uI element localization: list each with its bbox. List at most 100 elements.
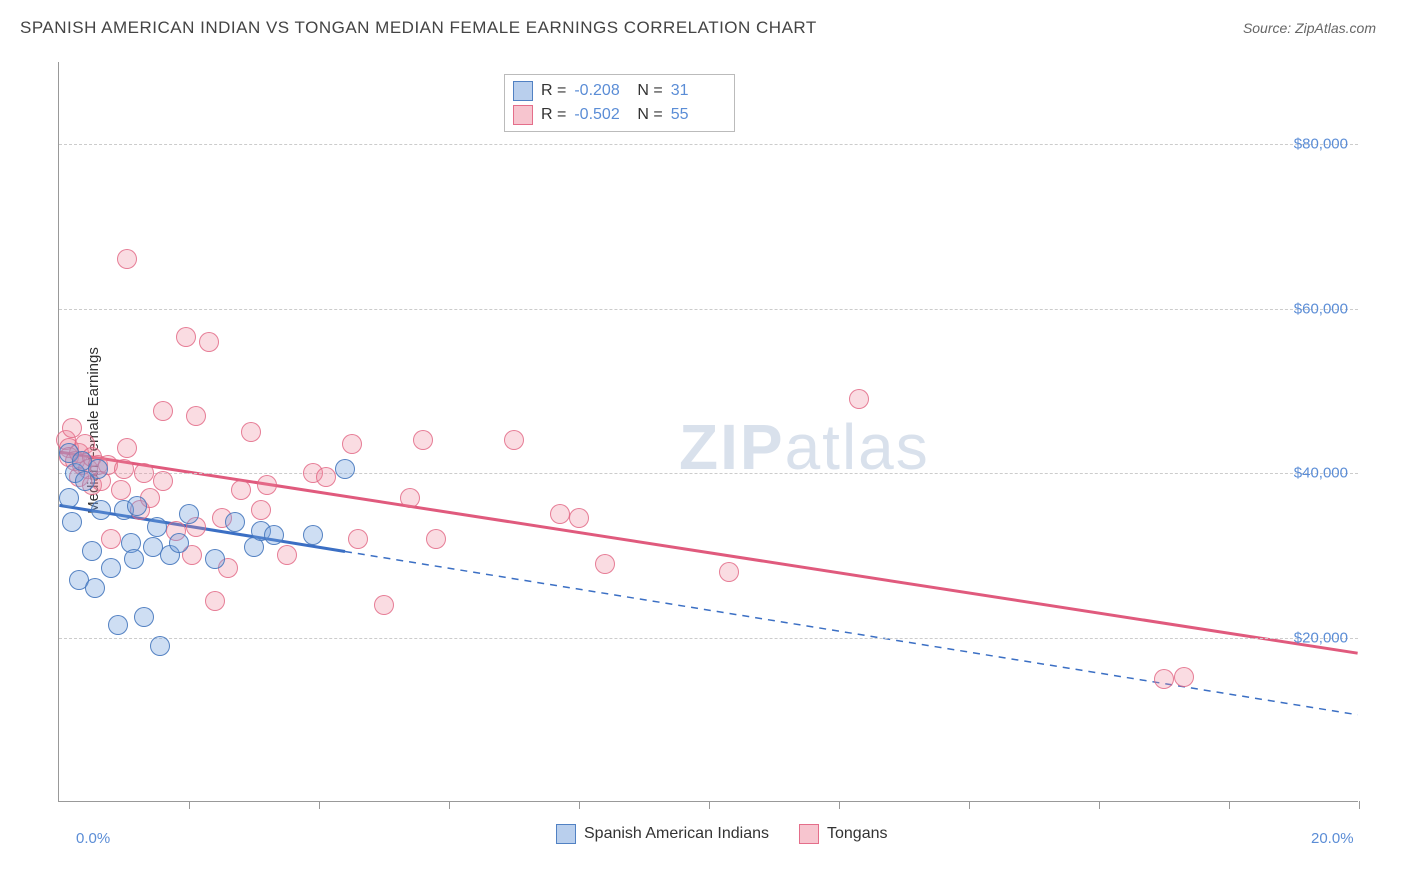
- data-point-pink: [342, 434, 362, 454]
- data-point-pink: [348, 529, 368, 549]
- legend-swatch-blue: [513, 81, 533, 101]
- x-tick: [709, 801, 710, 809]
- grid-line: [59, 309, 1358, 310]
- data-point-blue: [82, 541, 102, 561]
- data-point-blue: [124, 549, 144, 569]
- x-tick: [449, 801, 450, 809]
- data-point-blue: [127, 496, 147, 516]
- data-point-blue: [205, 549, 225, 569]
- y-tick-label: $80,000: [1294, 136, 1348, 153]
- data-point-blue: [335, 459, 355, 479]
- data-point-blue: [101, 558, 121, 578]
- y-tick-label: $40,000: [1294, 465, 1348, 482]
- n-value: 55: [671, 103, 726, 127]
- data-point-pink: [277, 545, 297, 565]
- stats-row-pink: R = -0.502 N = 55: [513, 103, 726, 127]
- data-point-pink: [400, 488, 420, 508]
- data-point-pink: [134, 463, 154, 483]
- data-point-blue: [85, 578, 105, 598]
- n-value: 31: [671, 79, 726, 103]
- data-point-pink: [1154, 669, 1174, 689]
- data-point-blue: [169, 533, 189, 553]
- data-point-pink: [111, 480, 131, 500]
- data-point-pink: [117, 249, 137, 269]
- legend-label: Spanish American Indians: [584, 825, 769, 843]
- grid-line: [59, 144, 1358, 145]
- legend-label: Tongans: [827, 825, 888, 843]
- x-tick: [839, 801, 840, 809]
- n-label: N =: [637, 79, 662, 103]
- chart-header: SPANISH AMERICAN INDIAN VS TONGAN MEDIAN…: [0, 0, 1406, 46]
- data-point-pink: [153, 471, 173, 491]
- data-point-pink: [205, 591, 225, 611]
- plot-area: ZIPatlas R =-0.208N =31R =-0.502N =55 $2…: [58, 62, 1358, 802]
- data-point-blue: [91, 500, 111, 520]
- stats-row-blue: R = -0.208 N = 31: [513, 79, 726, 103]
- data-point-blue: [150, 636, 170, 656]
- y-tick-label: $60,000: [1294, 300, 1348, 317]
- grid-line: [59, 473, 1358, 474]
- data-point-pink: [241, 422, 261, 442]
- x-tick: [1099, 801, 1100, 809]
- data-point-pink: [316, 467, 336, 487]
- r-label: R =: [541, 79, 566, 103]
- chart-title: SPANISH AMERICAN INDIAN VS TONGAN MEDIAN…: [20, 18, 817, 38]
- grid-line: [59, 638, 1358, 639]
- data-point-pink: [251, 500, 271, 520]
- x-axis-right-label: 20.0%: [1311, 830, 1354, 847]
- bottom-legend: Spanish American Indians Tongans: [556, 824, 888, 844]
- data-point-pink: [426, 529, 446, 549]
- data-point-pink: [550, 504, 570, 524]
- data-point-pink: [257, 475, 277, 495]
- x-tick: [1359, 801, 1360, 809]
- data-point-pink: [114, 459, 134, 479]
- x-tick: [1229, 801, 1230, 809]
- data-point-pink: [719, 562, 739, 582]
- data-point-pink: [199, 332, 219, 352]
- x-axis-left-label: 0.0%: [76, 830, 110, 847]
- r-label: R =: [541, 103, 566, 127]
- data-point-blue: [88, 459, 108, 479]
- data-point-blue: [59, 488, 79, 508]
- chart-container: Median Female Earnings ZIPatlas R =-0.20…: [20, 52, 1386, 872]
- legend-item-blue: Spanish American Indians: [556, 824, 769, 844]
- data-point-pink: [504, 430, 524, 450]
- n-label: N =: [637, 103, 662, 127]
- y-tick-label: $20,000: [1294, 629, 1348, 646]
- chart-source: Source: ZipAtlas.com: [1243, 20, 1376, 36]
- source-name: ZipAtlas.com: [1295, 20, 1376, 36]
- data-point-pink: [1174, 667, 1194, 687]
- data-point-pink: [849, 389, 869, 409]
- data-point-blue: [108, 615, 128, 635]
- legend-swatch-pink: [513, 105, 533, 125]
- data-point-pink: [101, 529, 121, 549]
- data-point-pink: [231, 480, 251, 500]
- legend-swatch-blue: [556, 824, 576, 844]
- x-tick: [969, 801, 970, 809]
- legend-item-pink: Tongans: [799, 824, 888, 844]
- data-point-blue: [62, 512, 82, 532]
- x-tick: [319, 801, 320, 809]
- trend-line-dashed-blue: [345, 551, 1358, 714]
- data-point-pink: [374, 595, 394, 615]
- data-point-pink: [176, 327, 196, 347]
- source-prefix: Source:: [1243, 20, 1295, 36]
- data-point-blue: [134, 607, 154, 627]
- data-point-blue: [225, 512, 245, 532]
- data-point-pink: [413, 430, 433, 450]
- data-point-pink: [186, 406, 206, 426]
- data-point-pink: [595, 554, 615, 574]
- legend-swatch-pink: [799, 824, 819, 844]
- data-point-pink: [117, 438, 137, 458]
- r-value: -0.502: [574, 103, 629, 127]
- x-tick: [579, 801, 580, 809]
- data-point-blue: [179, 504, 199, 524]
- data-point-pink: [153, 401, 173, 421]
- data-point-pink: [569, 508, 589, 528]
- stats-legend-box: R = -0.208 N = 31 R = -0.502 N = 55: [504, 74, 735, 132]
- x-tick: [189, 801, 190, 809]
- data-point-blue: [303, 525, 323, 545]
- data-point-blue: [264, 525, 284, 545]
- data-point-blue: [147, 517, 167, 537]
- r-value: -0.208: [574, 79, 629, 103]
